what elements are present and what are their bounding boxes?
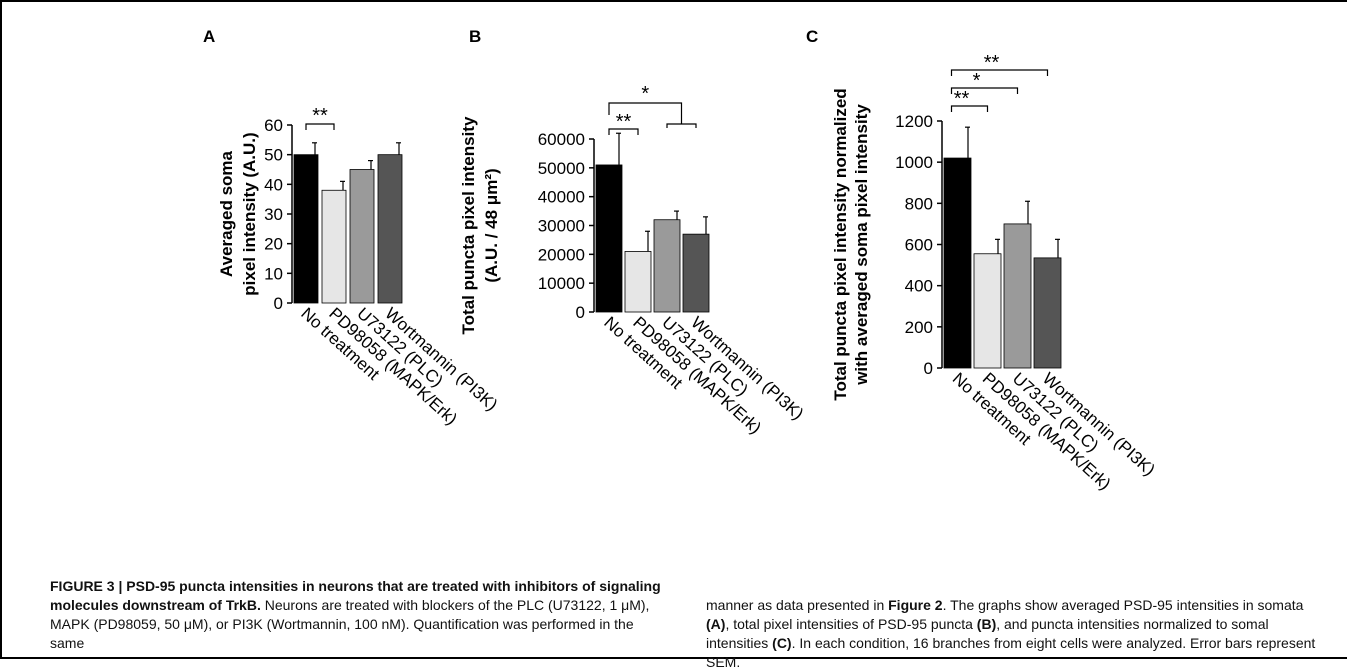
panel-a-bar [321, 189, 347, 304]
panel-c-bar [943, 157, 972, 369]
panel-a-bar [377, 154, 403, 304]
caption-right-text-5: . In each condition, 16 branches from ei… [706, 635, 1316, 670]
panel-a-y-label: pixel intensity (A.U.) [240, 132, 259, 295]
panel-b-y-tick-label: 50000 [538, 159, 585, 178]
frame-left-rule [0, 0, 2, 659]
panel-c-sig-bracket [950, 87, 1019, 94]
panel-b-sig-label: ** [616, 111, 632, 133]
panel-a-y-tick-label: 30 [264, 205, 283, 224]
panel-b-bar [682, 233, 710, 313]
panel-b-sig-group-bracket [666, 123, 697, 128]
panel-a-sig-label: ** [312, 105, 328, 127]
frame-bottom-rule [0, 657, 1347, 659]
frame-top-rule [0, 0, 1347, 2]
panel-c-sig-label: ** [954, 88, 970, 110]
caption-right-column: manner as data presented in Figure 2. Th… [706, 596, 1326, 672]
caption-figure-label: FIGURE 3 | PSD-95 puncta intensities in … [50, 578, 661, 613]
panel-c-y-tick-label: 1200 [895, 112, 933, 131]
panel-b-y-label: (A.U. / 48 μm²) [482, 168, 501, 282]
panel-b-y-tick-label: 20000 [538, 245, 585, 264]
panel-c-letter: C [806, 27, 818, 46]
panel-c-y-tick-label: 800 [905, 194, 933, 213]
panel-a-y-tick-label: 10 [264, 264, 283, 283]
panel-c-y-label: with averaged soma pixel intensity [852, 104, 871, 386]
panel-a-y-tick-label: 60 [264, 116, 283, 135]
panel-c-y-tick-label: 400 [905, 277, 933, 296]
caption-right-text-2: . The graphs show averaged PSD-95 intens… [942, 597, 1304, 613]
caption-ref-a: (A) [706, 616, 726, 632]
caption-right-text-4: , and puncta intensities normalized to s… [706, 616, 1269, 651]
caption-left-text: Neurons are treated with blockers of the… [50, 597, 650, 651]
caption-right-text-3: , total pixel intensities of PSD-95 punc… [725, 616, 977, 632]
panel-b-y-tick-label: 40000 [538, 188, 585, 207]
panel-c-y-tick-label: 200 [905, 318, 933, 337]
panel-b-y-tick-label: 10000 [538, 274, 585, 293]
panel-b-y-tick-label: 30000 [538, 217, 585, 236]
panel-c-sig-bracket [950, 69, 1049, 76]
panel-a-y-tick-label: 50 [264, 146, 283, 165]
panel-c-bar [1003, 223, 1032, 369]
caption-ref-b: (B) [976, 616, 997, 632]
panel-b-bar [595, 164, 623, 313]
caption-right-text-1: manner as data presented in [706, 597, 889, 613]
panel-c-y-label: Total puncta pixel intensity normalized [831, 88, 850, 400]
caption-left-column: FIGURE 3 | PSD-95 puncta intensities in … [50, 577, 670, 653]
panel-b-sig-bracket [608, 102, 683, 124]
caption-ref-c: (C) [772, 635, 792, 651]
panel-c-y-tick-label: 1000 [895, 153, 933, 172]
panel-b-bar [624, 251, 652, 313]
panel-c-sig-label: ** [984, 52, 1000, 74]
panel-b-sig-label: * [641, 83, 649, 105]
panel-c-bar [1033, 257, 1062, 369]
panel-a-y-tick-label: 40 [264, 175, 283, 194]
panel-b-letter: B [469, 27, 481, 46]
panel-a-y-label: Averaged soma [217, 150, 236, 277]
caption-figure-ref[interactable]: Figure 2 [888, 597, 943, 613]
panel-c-sig-bracket [950, 105, 989, 112]
panel-b-y-tick-label: 0 [576, 303, 585, 322]
panel-c-y-tick-label: 600 [905, 236, 933, 255]
panel-c-bar [973, 253, 1002, 369]
panel-b-sig-bracket [608, 128, 639, 135]
panel-a-sig-bracket [305, 123, 335, 130]
chart-area: A 0 10 20 30 40 50 60 Averaged soma pixel intensi… [203, 27, 1159, 494]
panel-a-letter: A [203, 27, 215, 46]
panel-a-bar [349, 169, 375, 304]
panel-a-y-tick-label: 0 [274, 294, 283, 313]
panel-c-sig-label: * [973, 70, 981, 92]
panel-b-y-label: Total puncta pixel intensity [459, 116, 478, 334]
panel-a-bar [293, 154, 319, 304]
panel-c-y-tick-label: 0 [924, 359, 933, 378]
panel-b-bar [653, 219, 681, 313]
panel-b-y-tick-label: 60000 [538, 130, 585, 149]
panel-a-y-tick-label: 20 [264, 235, 283, 254]
